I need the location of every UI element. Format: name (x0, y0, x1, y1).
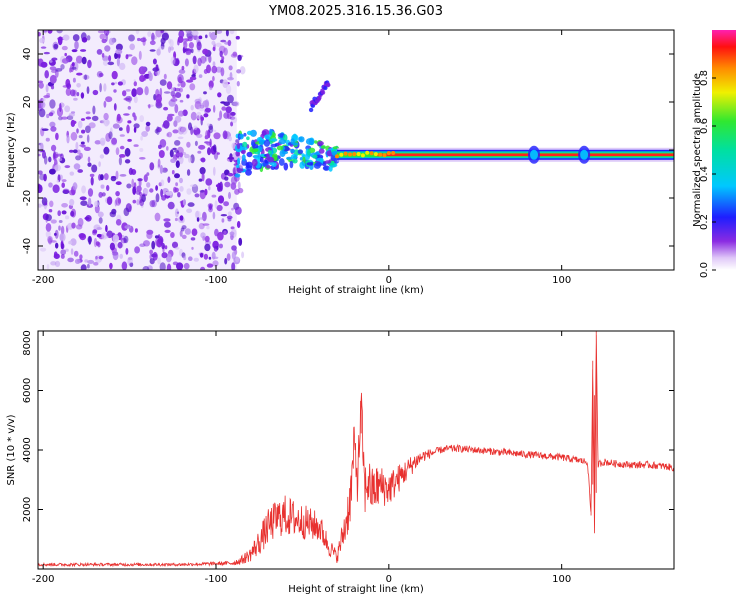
snr-y-label: SNR (10 * v/v) (6, 414, 17, 485)
chart-title: YM08.2025.316.15.36.G03 (268, 4, 443, 19)
spectrogram-y-tick-label: 20 (22, 96, 33, 109)
spectrogram-x-label: Height of straight line (km) (288, 285, 424, 296)
main-tone (335, 145, 674, 164)
snr-line (38, 331, 674, 568)
snr-x-tick-label: -200 (32, 574, 55, 585)
snr-y-tick-label: 6000 (22, 378, 33, 403)
onset-blob (234, 128, 340, 178)
spectrogram-x-tick-label: -200 (32, 275, 55, 286)
spectrogram-y-tick-label: -40 (22, 238, 33, 254)
snr-y-tick-label: 4000 (22, 437, 33, 462)
spectrogram-y-label: Frequency (Hz) (6, 112, 17, 188)
spectrogram-x-tick-label: -100 (205, 275, 228, 286)
spectrogram-y-tick-label: 40 (22, 48, 33, 61)
snr-y-tick-label: 2000 (22, 497, 33, 522)
colorbar-tick-label: 0.6 (699, 118, 710, 134)
harmonic-streak (308, 80, 331, 113)
spectrogram-x-tick-label: 100 (552, 275, 571, 286)
snr-ticks: -200 -100 0 100 2000 4000 6000 8000 (22, 330, 674, 585)
spectrogram-x-tick-label: 0 (386, 275, 392, 286)
colorbar-tick-label: 0.4 (699, 166, 710, 182)
snr-x-tick-label: 100 (552, 574, 571, 585)
snr-panel: -200 -100 0 100 2000 4000 6000 8000 Height of s… (6, 330, 675, 595)
spectrogram-y-tick-label: -20 (22, 190, 33, 206)
colorbar-tick-label: 0.8 (699, 70, 710, 86)
colorbar-ticks: 0.0 0.2 0.4 0.6 0.8 (699, 70, 716, 278)
snr-plot-area (38, 331, 674, 568)
snr-x-tick-label: -100 (205, 574, 228, 585)
spectrogram-image (38, 30, 674, 270)
spectrogram-y-tick-label: 0 (22, 147, 33, 153)
noise-speckles (38, 30, 246, 270)
colorbar-tick-label: 0.2 (699, 214, 710, 230)
snr-x-tick-label: 0 (386, 574, 392, 585)
colorbar: 0.0 0.2 0.4 0.6 0.8 Normalized spectral ampl… (692, 30, 736, 278)
snr-y-tick-label: 8000 (22, 330, 33, 355)
colorbar-gradient (712, 30, 736, 270)
snr-x-label: Height of straight line (km) (288, 584, 424, 595)
colorbar-tick-label: 0.0 (699, 262, 710, 278)
colorbar-label: Normalized spectral amplitude (692, 73, 703, 227)
